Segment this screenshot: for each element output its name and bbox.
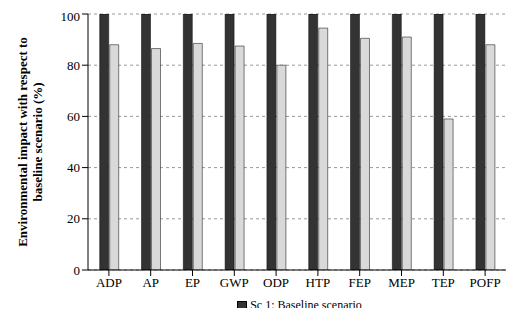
svg-text:POFP: POFP (470, 275, 501, 290)
svg-text:MEP: MEP (388, 275, 415, 290)
svg-text:40: 40 (67, 160, 80, 175)
svg-text:GWP: GWP (220, 275, 249, 290)
svg-text:60: 60 (67, 109, 80, 124)
svg-text:FEP: FEP (348, 275, 370, 290)
svg-text:0: 0 (74, 263, 81, 278)
svg-text:EP: EP (185, 275, 200, 290)
svg-text:80: 80 (67, 58, 80, 73)
svg-text:HTP: HTP (306, 275, 331, 290)
svg-text:ODP: ODP (263, 275, 289, 290)
html-text:Environmental impact with resp: Environmental impact with respect to bas… (15, 37, 45, 247)
svg-text:AP: AP (142, 275, 159, 290)
svg-text:20: 20 (67, 211, 80, 226)
svg-text:TEP: TEP (432, 275, 455, 290)
svg-text:100: 100 (61, 9, 81, 24)
html-text:Sc 1: Baseline scenario: Sc 1: Baseline scenario (250, 298, 362, 312)
svg-text:ADP: ADP (96, 275, 122, 290)
